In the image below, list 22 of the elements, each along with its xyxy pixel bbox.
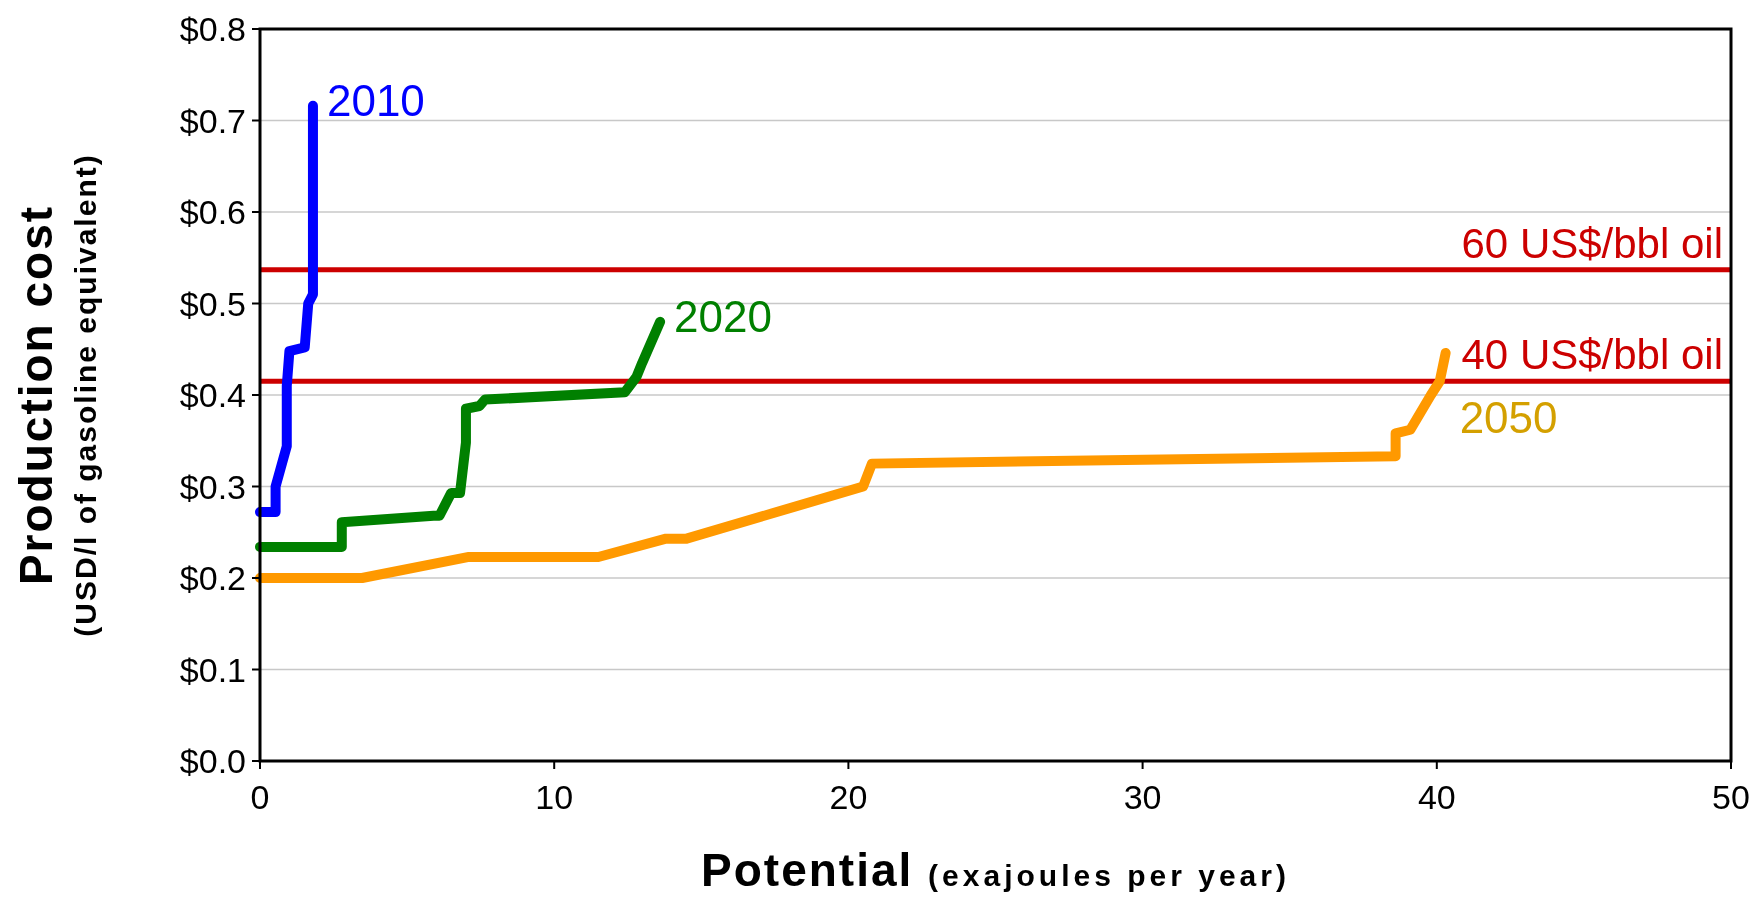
series-label: 2050: [1459, 392, 1558, 442]
x-tick-label: 0: [250, 778, 270, 816]
x-axis-title: Potential (exajoules per year): [701, 844, 1290, 896]
y-tick-label: $0.3: [179, 467, 246, 506]
y-tick-label: $0.8: [179, 10, 246, 48]
ref-line-label: 60 US$/bbl oil: [1461, 219, 1723, 267]
y-axis-title: Production cost (USD/l of gasoline equivalent): [10, 153, 102, 637]
series-label: 2020: [674, 291, 772, 341]
y-tick-label: $0.5: [179, 284, 246, 323]
x-tick-label: 20: [829, 778, 868, 816]
ref-line-label: 40 US$/bbl oil: [1461, 331, 1723, 379]
x-tick-label: 50: [1712, 778, 1750, 816]
y-tick-label: $0.6: [179, 193, 246, 231]
x-tick-label: 10: [535, 778, 574, 816]
x-tick-label: 30: [1123, 778, 1162, 816]
y-tick-label: $0.4: [179, 376, 246, 414]
y-tick-label: $0.7: [179, 101, 246, 140]
series-label: 2010: [326, 75, 425, 125]
y-tick-label: $0.0: [179, 742, 246, 780]
y-tick-label: $0.2: [179, 559, 246, 597]
x-tick-label: 40: [1417, 778, 1456, 816]
y-tick-label: $0.1: [179, 650, 246, 689]
